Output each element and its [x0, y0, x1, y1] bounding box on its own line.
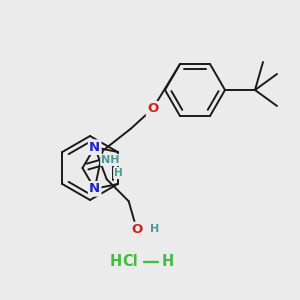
Text: O: O [147, 102, 158, 115]
Text: H: H [162, 254, 174, 269]
Text: N: N [89, 182, 100, 195]
Text: H: H [114, 168, 123, 178]
Text: H: H [110, 254, 122, 269]
Text: NH: NH [101, 155, 120, 165]
Text: H: H [150, 224, 159, 234]
Text: O: O [131, 223, 142, 236]
Text: Cl: Cl [122, 254, 138, 269]
Text: O: O [147, 102, 158, 115]
Text: N: N [89, 141, 100, 154]
